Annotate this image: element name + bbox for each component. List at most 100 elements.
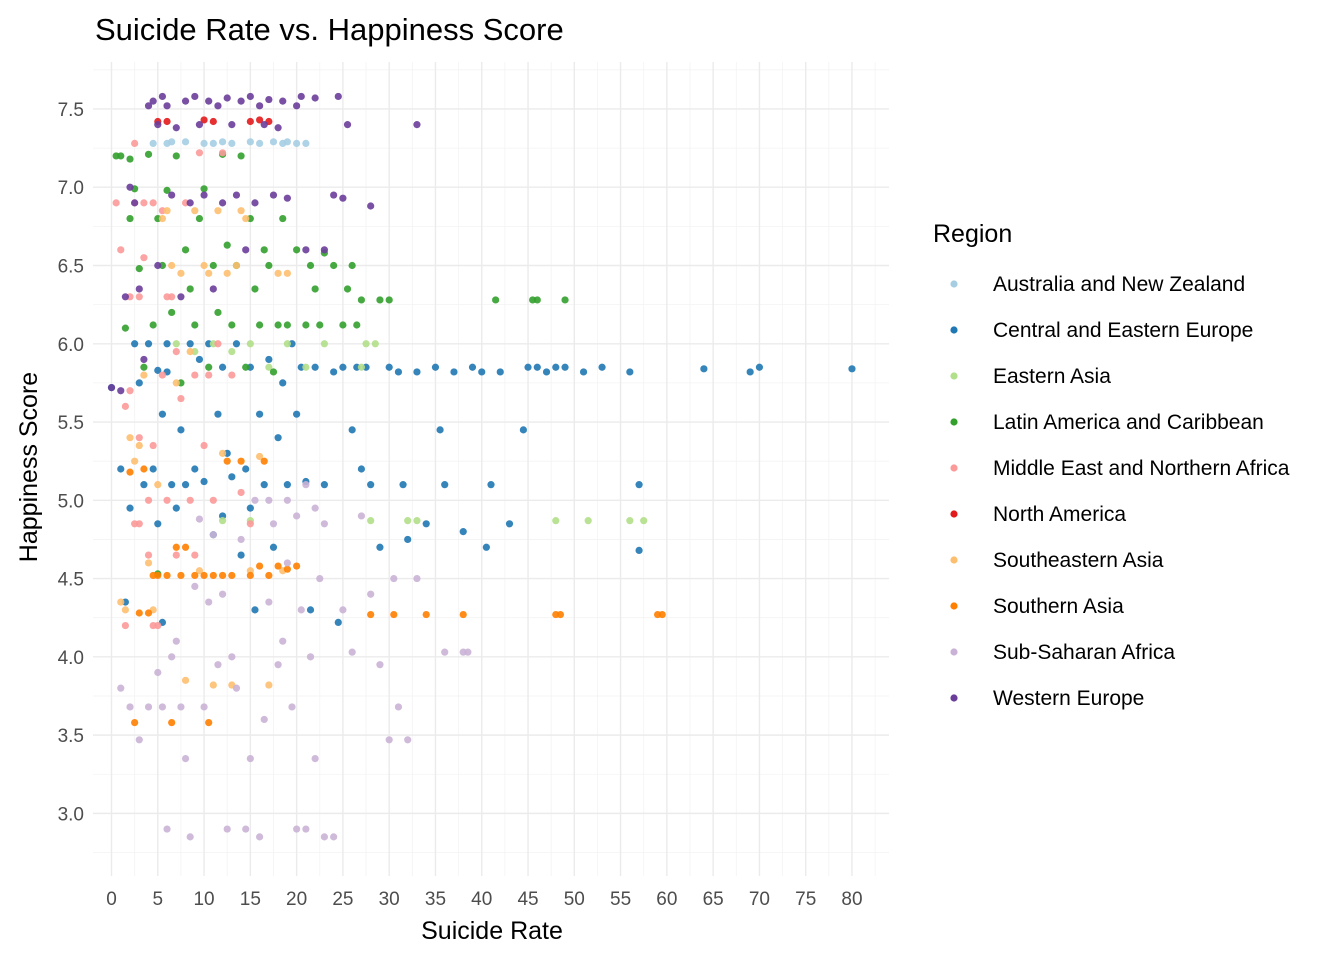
data-point	[297, 92, 305, 101]
data-point	[163, 571, 171, 580]
data-point	[209, 285, 217, 293]
data-point	[135, 293, 143, 301]
data-point	[348, 426, 356, 434]
data-point	[140, 465, 148, 473]
data-point	[163, 117, 171, 126]
data-point	[265, 571, 273, 580]
data-points	[107, 92, 856, 841]
data-point	[195, 515, 204, 523]
data-point	[209, 681, 217, 689]
data-point	[149, 139, 157, 147]
data-point	[163, 102, 171, 110]
data-point	[413, 121, 421, 129]
data-point	[394, 368, 403, 376]
data-point	[121, 606, 129, 614]
data-point	[265, 261, 273, 270]
data-point	[256, 410, 264, 418]
y-tick-label: 4.0	[58, 648, 84, 669]
data-point	[126, 434, 134, 442]
data-point	[265, 598, 273, 606]
data-point	[214, 410, 222, 418]
data-point	[367, 610, 375, 619]
data-point	[505, 520, 514, 528]
data-point	[320, 246, 328, 254]
data-point	[283, 269, 291, 277]
data-point	[218, 571, 227, 580]
data-point	[154, 481, 162, 489]
data-point	[237, 535, 245, 544]
data-point	[209, 139, 217, 147]
data-point	[256, 452, 264, 461]
data-point	[269, 138, 278, 146]
legend-key	[950, 326, 958, 334]
data-point	[283, 559, 291, 567]
data-point	[126, 155, 134, 163]
data-point	[635, 546, 643, 555]
data-point	[441, 648, 449, 656]
data-point	[279, 214, 287, 223]
data-point	[158, 410, 167, 418]
data-point	[279, 97, 287, 105]
data-point	[487, 481, 495, 489]
data-point	[186, 347, 194, 356]
data-point	[131, 139, 139, 147]
data-point	[181, 246, 190, 254]
data-point	[343, 285, 352, 293]
data-point	[205, 371, 213, 379]
data-point	[330, 833, 338, 841]
x-tick-label: 25	[332, 889, 353, 910]
x-tick-label: 35	[425, 889, 446, 910]
data-point	[302, 321, 310, 329]
data-point	[121, 621, 129, 630]
y-tick-label: 6.5	[58, 257, 84, 278]
data-point	[140, 481, 148, 489]
data-point	[237, 97, 245, 105]
data-point	[218, 199, 227, 207]
data-point	[390, 574, 398, 583]
data-point	[177, 394, 185, 403]
data-point	[626, 517, 634, 525]
y-tick-label: 3.0	[58, 804, 84, 825]
data-point	[367, 590, 375, 598]
data-point	[126, 504, 134, 512]
data-point	[177, 571, 185, 580]
data-point	[131, 457, 139, 465]
data-point	[441, 481, 449, 489]
data-point	[172, 152, 180, 160]
x-tick-label: 60	[656, 889, 677, 910]
data-point	[279, 139, 287, 147]
data-point	[191, 571, 199, 580]
data-point	[260, 121, 268, 129]
data-point	[218, 149, 227, 157]
data-point	[242, 465, 250, 473]
data-point	[246, 571, 254, 580]
data-point	[302, 481, 310, 489]
data-point	[242, 825, 250, 833]
data-point	[140, 363, 148, 371]
data-point	[385, 296, 393, 304]
data-point	[154, 668, 162, 677]
data-point	[311, 504, 319, 512]
data-point	[265, 355, 273, 364]
data-point	[348, 261, 356, 270]
data-point	[172, 347, 180, 356]
data-point	[436, 426, 444, 434]
data-point	[168, 261, 176, 270]
data-point	[126, 214, 134, 223]
data-point	[140, 199, 148, 207]
data-point	[251, 606, 259, 614]
data-point	[177, 293, 185, 301]
data-point	[144, 340, 153, 348]
data-point	[186, 285, 194, 293]
data-point	[658, 610, 666, 619]
data-point	[246, 138, 254, 146]
data-point	[191, 551, 199, 559]
legend-key	[950, 418, 958, 426]
data-point	[200, 441, 208, 450]
data-point	[542, 368, 551, 376]
data-point	[260, 715, 268, 724]
data-point	[237, 457, 245, 465]
data-point	[334, 92, 342, 101]
data-point	[256, 562, 264, 570]
data-point	[195, 121, 204, 129]
